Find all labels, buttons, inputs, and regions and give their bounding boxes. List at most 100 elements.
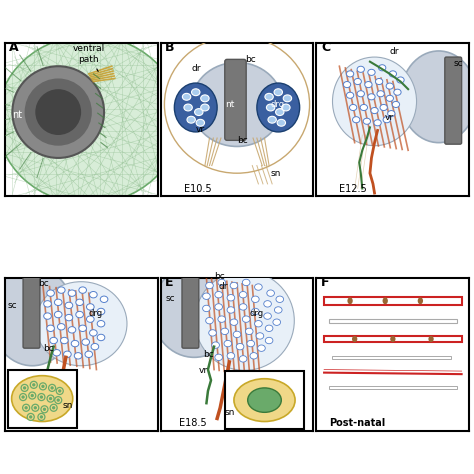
Ellipse shape [79,287,86,293]
Ellipse shape [174,83,217,132]
Ellipse shape [242,279,250,286]
Text: bc: bc [237,136,248,145]
Circle shape [19,393,27,401]
Ellipse shape [386,95,393,101]
Ellipse shape [258,345,265,351]
Ellipse shape [86,304,94,310]
Circle shape [30,394,34,397]
Text: sc: sc [454,59,464,68]
Bar [225,371,304,429]
Circle shape [47,395,54,402]
Ellipse shape [50,337,57,344]
Circle shape [32,404,39,411]
Ellipse shape [401,51,474,143]
Ellipse shape [274,307,282,313]
Ellipse shape [255,320,262,327]
Ellipse shape [234,379,295,421]
Text: drg: drg [89,309,103,318]
Bar [328,319,457,323]
Bar [8,370,77,428]
Text: sc: sc [8,301,18,310]
Ellipse shape [389,71,397,77]
Bar [324,297,462,305]
Circle shape [40,395,43,399]
Ellipse shape [65,314,73,321]
Ellipse shape [239,356,247,362]
Circle shape [56,399,60,402]
Text: sc: sc [165,294,175,303]
Ellipse shape [195,271,294,370]
Circle shape [40,415,43,419]
Ellipse shape [215,292,222,298]
Ellipse shape [418,297,423,304]
Text: nt: nt [225,100,234,109]
Circle shape [41,406,48,413]
Text: ventral
path: ventral path [73,44,105,72]
Ellipse shape [354,79,361,84]
Ellipse shape [273,319,281,325]
Ellipse shape [379,65,386,71]
Ellipse shape [265,325,273,331]
Ellipse shape [187,116,195,123]
Ellipse shape [215,304,222,310]
Ellipse shape [428,336,434,342]
Circle shape [29,415,32,419]
Text: bc: bc [43,344,54,353]
Ellipse shape [371,108,378,114]
Circle shape [21,395,25,399]
Ellipse shape [68,290,76,296]
Ellipse shape [85,351,92,357]
FancyBboxPatch shape [225,59,246,140]
Ellipse shape [209,330,216,336]
Ellipse shape [191,89,200,96]
Ellipse shape [265,337,273,344]
Circle shape [23,386,26,390]
Ellipse shape [390,336,395,342]
Ellipse shape [266,104,275,111]
Text: dr: dr [219,282,228,291]
Ellipse shape [368,69,375,75]
Ellipse shape [74,353,82,359]
Ellipse shape [357,66,365,73]
Ellipse shape [264,313,272,319]
Ellipse shape [267,290,274,296]
Circle shape [52,406,55,410]
Text: E: E [165,275,173,289]
FancyBboxPatch shape [23,276,40,348]
Ellipse shape [97,308,105,315]
Ellipse shape [374,120,381,126]
Ellipse shape [224,340,232,347]
Ellipse shape [283,95,292,102]
Ellipse shape [252,308,259,315]
Ellipse shape [392,101,400,108]
Ellipse shape [368,94,375,100]
Ellipse shape [394,89,401,95]
Ellipse shape [247,340,255,347]
Text: C: C [321,41,330,54]
Circle shape [30,381,37,388]
Ellipse shape [79,325,86,331]
Circle shape [12,66,104,158]
Circle shape [23,404,30,411]
Ellipse shape [230,319,238,325]
Ellipse shape [202,293,210,300]
Ellipse shape [347,297,353,304]
Ellipse shape [221,328,228,335]
Ellipse shape [276,296,283,302]
Text: vr: vr [196,125,205,134]
Ellipse shape [274,89,283,96]
Text: A: A [9,41,19,54]
Text: F: F [321,275,329,289]
Ellipse shape [0,266,74,366]
Ellipse shape [47,290,55,296]
Circle shape [38,413,45,420]
Ellipse shape [233,331,241,337]
Text: bc: bc [214,273,225,282]
Ellipse shape [64,351,71,357]
Ellipse shape [35,282,127,366]
Ellipse shape [218,316,226,322]
Ellipse shape [47,325,55,331]
Ellipse shape [68,327,76,333]
Bar [324,336,462,342]
Circle shape [21,384,28,392]
